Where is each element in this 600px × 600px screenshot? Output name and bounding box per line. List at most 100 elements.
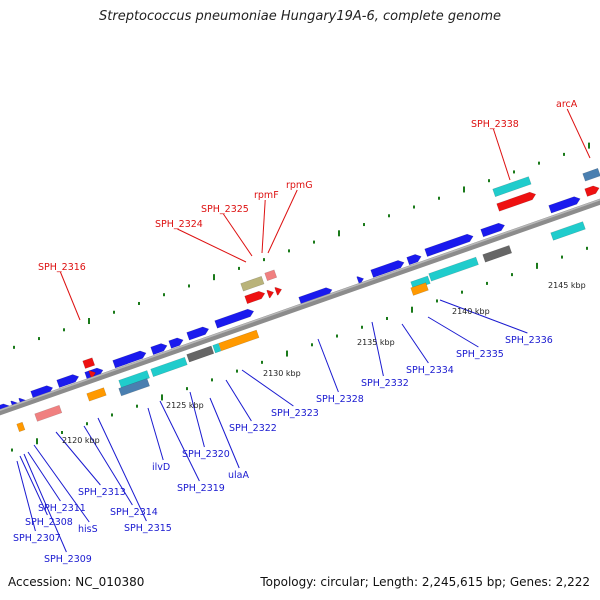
- leader-line: [225, 379, 252, 422]
- gene-label: SPH_2334: [406, 365, 454, 376]
- gene-shape: [16, 421, 26, 433]
- gene-shape: [86, 387, 107, 402]
- accession-text: Accession: NC_010380: [8, 575, 145, 589]
- gene-feature: [410, 282, 429, 296]
- gene-label: SPH_2307: [13, 533, 61, 544]
- gene-label: SPH_2313: [78, 487, 126, 498]
- gene-shape: [492, 176, 532, 198]
- gene-shape: [266, 289, 275, 299]
- gene-feature: [214, 308, 255, 329]
- gene-label: SPH_2328: [316, 394, 364, 405]
- gene-shape: [410, 275, 431, 290]
- genome-summary-text: Topology: circular; Length: 2,245,615 bp…: [260, 575, 590, 589]
- gene-feature: [482, 245, 513, 263]
- leader-line: [23, 453, 67, 553]
- gene-feature: [82, 357, 96, 369]
- gene-shape: [410, 282, 429, 296]
- gene-shape: [548, 196, 581, 214]
- gene-shape: [112, 350, 147, 369]
- leader-line: [371, 321, 384, 377]
- leader-line: [241, 369, 294, 407]
- gene-feature: [150, 356, 188, 378]
- leader-line: [427, 316, 479, 348]
- gene-feature: [584, 185, 600, 197]
- gene-label: ilvD: [152, 462, 170, 473]
- gene-shape: [244, 290, 266, 305]
- gene-shape: [264, 269, 278, 282]
- gene-feature: [218, 329, 260, 352]
- leader-line: [261, 199, 266, 254]
- leader-line: [439, 299, 528, 334]
- gene-feature: [118, 378, 150, 397]
- gene-feature: [550, 221, 586, 241]
- gene-shape: [34, 404, 63, 422]
- scale-label: 2130 kbp: [263, 369, 301, 378]
- gene-feature: [410, 275, 431, 290]
- gene-shape: [406, 254, 422, 266]
- gene-feature: [34, 404, 63, 422]
- gene-label: SPH_2324: [155, 219, 203, 230]
- genome-backbone-highlight: [0, 198, 600, 412]
- gene-shape: [214, 308, 255, 329]
- gene-shape: [118, 378, 150, 397]
- gene-feature: [480, 222, 506, 238]
- gene-label: SPH_2311: [38, 503, 86, 514]
- lower-tick-track: [11, 246, 588, 452]
- gene-shape: [428, 256, 479, 282]
- leader-line: [147, 407, 164, 461]
- leader-line: [177, 228, 247, 263]
- leader-line: [317, 338, 339, 393]
- gene-feature: [274, 287, 283, 296]
- gene-labels: SPH_2316 SPH_2324 SPH_2325 rpmF rpmG SPH_2338…: [13, 99, 578, 565]
- gene-shape: [186, 326, 210, 341]
- gene-shape: [480, 222, 506, 238]
- gene-label: SPH_2320: [182, 449, 230, 460]
- gene-feature: [240, 275, 265, 292]
- gene-shape: [240, 275, 265, 292]
- gene-shape: [424, 233, 474, 257]
- gene-label: SPH_2316: [38, 262, 86, 273]
- map-title: Streptococcus pneumoniae Hungary19A-6, c…: [99, 9, 501, 24]
- gene-label: SPH_2315: [124, 523, 172, 534]
- scale-label: 2120 kbp: [62, 436, 100, 445]
- gene-shape: [168, 337, 184, 349]
- gene-label: ulaA: [228, 470, 249, 481]
- gene-feature: [56, 374, 80, 388]
- leader-line: [83, 425, 133, 506]
- gene-label: rpmG: [286, 180, 313, 191]
- gene-label: SPH_2335: [456, 349, 504, 360]
- gene-feature: [168, 337, 184, 349]
- gene-label: rpmF: [254, 190, 279, 201]
- gene-feature: [582, 167, 600, 182]
- gene-label: SPH_2309: [44, 554, 92, 565]
- gene-label: SPH_2319: [177, 483, 225, 494]
- leader-line: [222, 213, 253, 257]
- gene-feature: [186, 345, 215, 363]
- gene-feature: [496, 191, 537, 212]
- gene-feature: [16, 421, 26, 433]
- gene-label: SPH_2332: [361, 378, 409, 389]
- gene-label: SPH_2325: [201, 204, 249, 215]
- gene-label: SPH_2336: [505, 335, 553, 346]
- gene-feature: [406, 254, 422, 266]
- upper-tick-track: [13, 142, 590, 349]
- gene-label: SPH_2308: [25, 517, 73, 528]
- gene-label: SPH_2322: [229, 423, 277, 434]
- gene-feature: [212, 343, 222, 354]
- genome-backbone: [0, 198, 600, 416]
- gene-feature: [244, 290, 266, 305]
- scale-label: 2135 kbp: [357, 338, 395, 347]
- gene-feature: [186, 326, 210, 341]
- gene-shape: [82, 357, 96, 369]
- gene-feature: [150, 343, 168, 356]
- gene-label: SPH_2314: [110, 507, 158, 518]
- scale-label: 2125 kbp: [166, 401, 204, 410]
- leader-line: [159, 400, 200, 482]
- leader-line: [189, 391, 205, 448]
- gene-shape: [56, 374, 80, 388]
- gene-shape: [582, 167, 600, 182]
- gene-feature: [112, 350, 147, 369]
- scale-label: 2145 kbp: [548, 281, 586, 290]
- leader-line: [33, 444, 90, 523]
